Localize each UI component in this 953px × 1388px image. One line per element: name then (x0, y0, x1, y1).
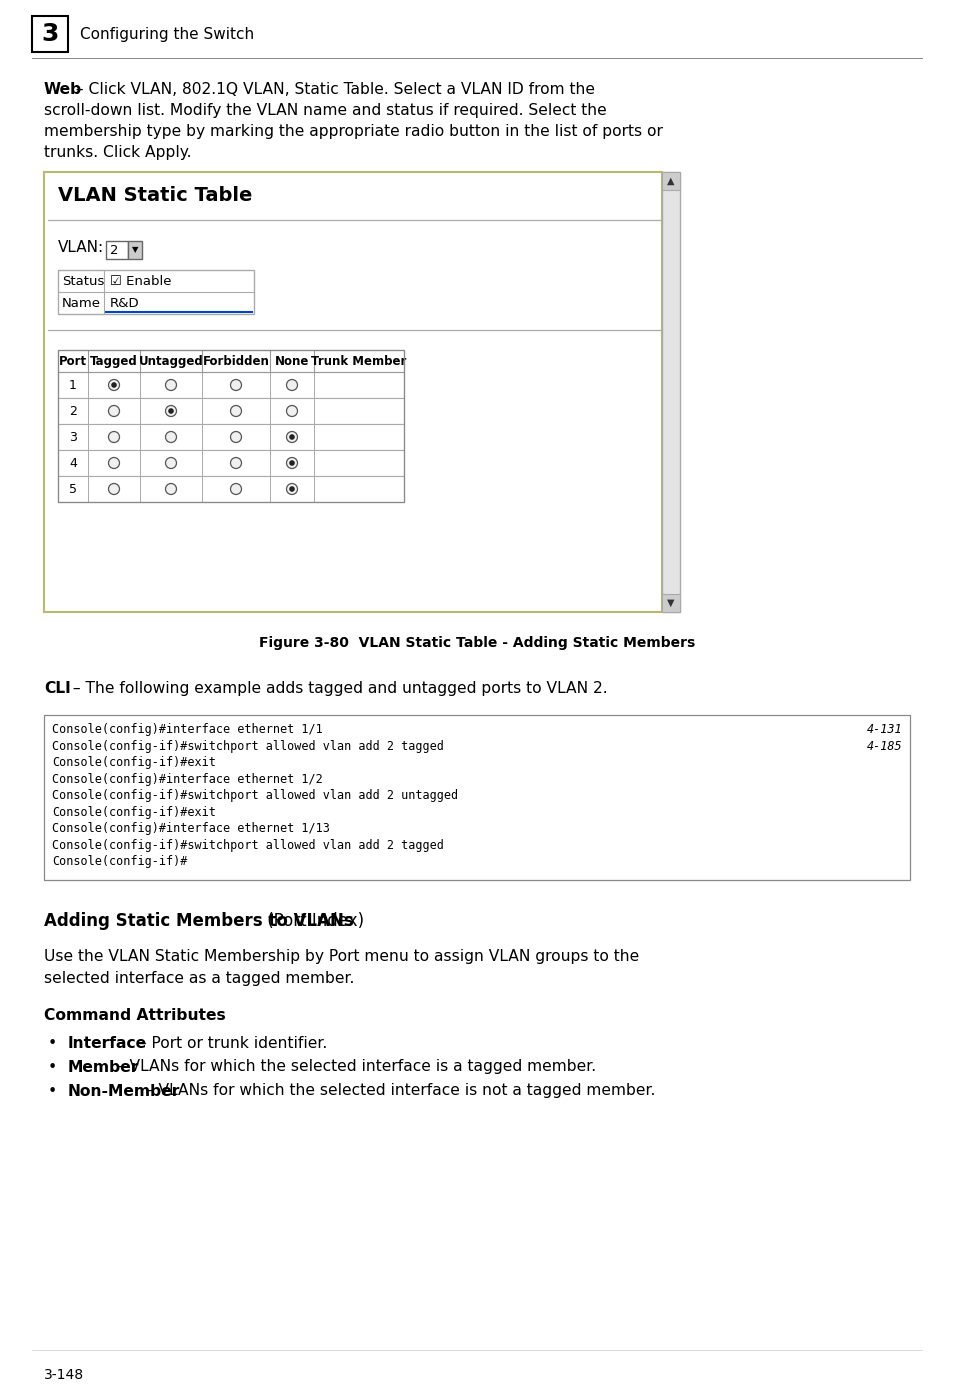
Circle shape (109, 458, 119, 469)
Text: Name: Name (62, 297, 101, 310)
Text: Console(config-if)#exit: Console(config-if)#exit (52, 756, 215, 769)
Text: R&D: R&D (110, 297, 139, 310)
Text: ☑ Enable: ☑ Enable (110, 275, 172, 287)
Circle shape (289, 434, 294, 440)
Bar (58, 372, 403, 398)
Text: Untagged: Untagged (138, 354, 203, 368)
Text: 3: 3 (69, 430, 77, 444)
Text: Console(config)#interface ethernet 1/1: Console(config)#interface ethernet 1/1 (52, 723, 322, 736)
Bar (32, 17, 68, 51)
Text: Console(config-if)#switchport allowed vlan add 2 untagged: Console(config-if)#switchport allowed vl… (52, 788, 457, 802)
Text: Non-Member: Non-Member (68, 1084, 180, 1098)
Text: Forbidden: Forbidden (202, 354, 269, 368)
Bar (58, 271, 253, 314)
Circle shape (231, 432, 241, 443)
Text: VLAN:: VLAN: (58, 240, 104, 255)
Text: – VLANs for which the selected interface is not a tagged member.: – VLANs for which the selected interface… (141, 1084, 655, 1098)
Text: 4-185: 4-185 (865, 740, 901, 752)
Circle shape (231, 458, 241, 469)
Bar (58, 423, 403, 450)
Text: Console(config-if)#switchport allowed vlan add 2 tagged: Console(config-if)#switchport allowed vl… (52, 740, 443, 752)
Circle shape (286, 432, 297, 443)
Circle shape (289, 461, 294, 466)
Text: Status: Status (62, 275, 104, 287)
Text: Console(config)#interface ethernet 1/13: Console(config)#interface ethernet 1/13 (52, 822, 330, 836)
Text: Console(config)#interface ethernet 1/2: Console(config)#interface ethernet 1/2 (52, 773, 322, 786)
Circle shape (286, 379, 297, 390)
Text: Console(config-if)#: Console(config-if)# (52, 855, 187, 868)
Text: Adding Static Members to VLANs: Adding Static Members to VLANs (44, 912, 354, 930)
Text: selected interface as a tagged member.: selected interface as a tagged member. (44, 970, 354, 985)
Text: 5: 5 (69, 483, 77, 496)
Bar (58, 476, 403, 502)
Text: – VLANs for which the selected interface is a tagged member.: – VLANs for which the selected interface… (112, 1059, 596, 1074)
Text: Figure 3-80  VLAN Static Table - Adding Static Members: Figure 3-80 VLAN Static Table - Adding S… (258, 636, 695, 650)
Text: Web: Web (44, 82, 82, 97)
Bar (661, 594, 679, 612)
Text: Use the VLAN Static Membership by Port menu to assign VLAN groups to the: Use the VLAN Static Membership by Port m… (44, 949, 639, 965)
Text: 3: 3 (41, 22, 59, 46)
Text: 4-131: 4-131 (865, 723, 901, 736)
Circle shape (289, 486, 294, 491)
Bar (58, 450, 403, 476)
Text: Port: Port (59, 354, 87, 368)
Text: Configuring the Switch: Configuring the Switch (80, 26, 253, 42)
Text: None: None (274, 354, 309, 368)
Text: 2: 2 (69, 404, 77, 418)
Text: •: • (48, 1035, 57, 1051)
Circle shape (165, 405, 176, 416)
Text: ▼: ▼ (132, 246, 138, 254)
Bar (106, 242, 128, 260)
Bar (58, 350, 403, 502)
Text: VLAN Static Table: VLAN Static Table (58, 186, 253, 205)
Text: Tagged: Tagged (90, 354, 138, 368)
Circle shape (165, 432, 176, 443)
Bar (44, 715, 909, 880)
Text: – The following example adds tagged and untagged ports to VLAN 2.: – The following example adds tagged and … (68, 682, 607, 695)
Text: – Click VLAN, 802.1Q VLAN, Static Table. Select a VLAN ID from the: – Click VLAN, 802.1Q VLAN, Static Table.… (71, 82, 595, 97)
Circle shape (109, 432, 119, 443)
Text: Console(config-if)#exit: Console(config-if)#exit (52, 805, 215, 819)
Bar (58, 350, 403, 372)
Circle shape (231, 483, 241, 494)
Text: ▼: ▼ (666, 598, 674, 608)
Text: trunks. Click Apply.: trunks. Click Apply. (44, 144, 192, 160)
Circle shape (231, 379, 241, 390)
Text: Command Attributes: Command Attributes (44, 1008, 226, 1023)
Bar (661, 172, 679, 190)
Text: 1: 1 (69, 379, 77, 391)
Circle shape (165, 458, 176, 469)
Circle shape (286, 458, 297, 469)
Text: Console(config-if)#switchport allowed vlan add 2 tagged: Console(config-if)#switchport allowed vl… (52, 838, 443, 851)
Circle shape (109, 379, 119, 390)
Text: – Port or trunk identifier.: – Port or trunk identifier. (133, 1035, 327, 1051)
Text: 4: 4 (69, 457, 77, 469)
Bar (44, 172, 661, 612)
Text: (Port Index): (Port Index) (262, 912, 364, 930)
Circle shape (286, 483, 297, 494)
Bar (128, 242, 142, 260)
Circle shape (112, 382, 116, 387)
Circle shape (165, 379, 176, 390)
Bar (58, 350, 403, 372)
Circle shape (165, 483, 176, 494)
Bar (661, 172, 679, 612)
Text: membership type by marking the appropriate radio button in the list of ports or: membership type by marking the appropria… (44, 124, 662, 139)
Bar (58, 398, 403, 423)
Text: 3-148: 3-148 (44, 1369, 84, 1382)
Text: •: • (48, 1084, 57, 1098)
Text: ▲: ▲ (666, 176, 674, 186)
Text: CLI: CLI (44, 682, 71, 695)
Circle shape (109, 483, 119, 494)
Circle shape (286, 405, 297, 416)
Text: 2: 2 (110, 243, 118, 257)
Text: scroll-down list. Modify the VLAN name and status if required. Select the: scroll-down list. Modify the VLAN name a… (44, 103, 606, 118)
Circle shape (109, 405, 119, 416)
Text: •: • (48, 1059, 57, 1074)
Circle shape (231, 405, 241, 416)
Circle shape (168, 408, 173, 414)
Text: Trunk Member: Trunk Member (311, 354, 406, 368)
Text: Interface: Interface (68, 1035, 147, 1051)
Text: Member: Member (68, 1059, 139, 1074)
